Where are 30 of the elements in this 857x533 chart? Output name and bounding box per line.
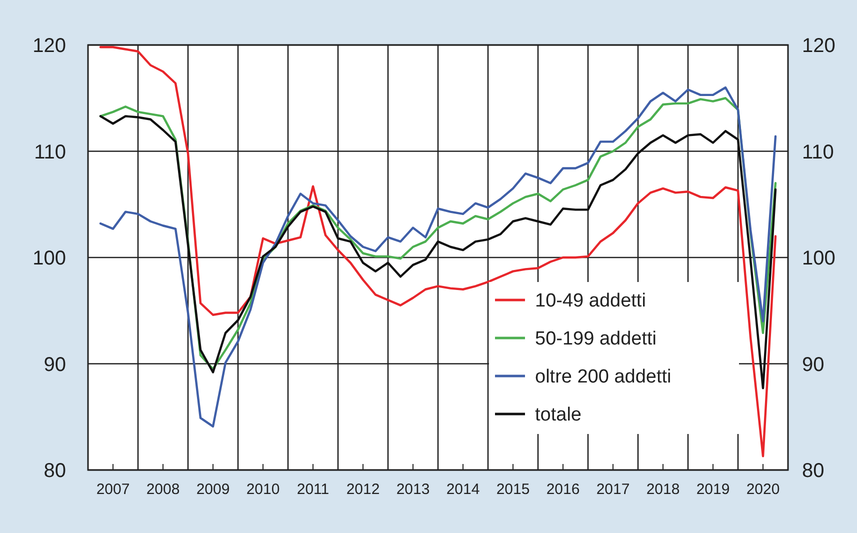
x-tick-label: 2019 <box>696 481 730 498</box>
x-tick-label: 2017 <box>596 481 630 498</box>
legend-label: totale <box>535 404 582 426</box>
x-tick-label: 2012 <box>346 481 380 498</box>
line-series <box>99 86 777 428</box>
y2-tick-label: 90 <box>802 354 824 376</box>
x-tick-label: 2013 <box>396 481 430 498</box>
x-tick-label: 2016 <box>546 481 580 498</box>
y2-tick-label: 110 <box>802 141 834 164</box>
x-tick-label: 2007 <box>96 481 130 498</box>
y-tick-label: 110 <box>34 141 66 164</box>
y-tick-label: 120 <box>32 35 66 57</box>
y2-tick-label: 120 <box>802 35 836 57</box>
y2-tick-label: 80 <box>802 460 824 482</box>
x-tick-label: 2015 <box>496 481 530 498</box>
y-tick-label: 90 <box>44 354 66 376</box>
x-tick-label: 2020 <box>746 481 780 498</box>
legend-label: 10-49 addetti <box>535 290 646 312</box>
x-tick-label: 2010 <box>246 481 280 498</box>
legend-label: oltre 200 addetti <box>535 366 672 388</box>
line-series <box>99 46 777 458</box>
y-tick-label: 100 <box>32 248 66 270</box>
y-tick-label: 80 <box>44 460 66 482</box>
legend-label: 50-199 addetti <box>535 328 656 350</box>
x-tick-label: 2018 <box>646 481 680 498</box>
x-tick-label: 2011 <box>296 481 330 498</box>
y2-tick-label: 100 <box>802 248 836 270</box>
x-tick-label: 2008 <box>146 481 180 498</box>
x-tick-label: 2014 <box>446 481 480 498</box>
x-tick-label: 2009 <box>196 481 230 498</box>
